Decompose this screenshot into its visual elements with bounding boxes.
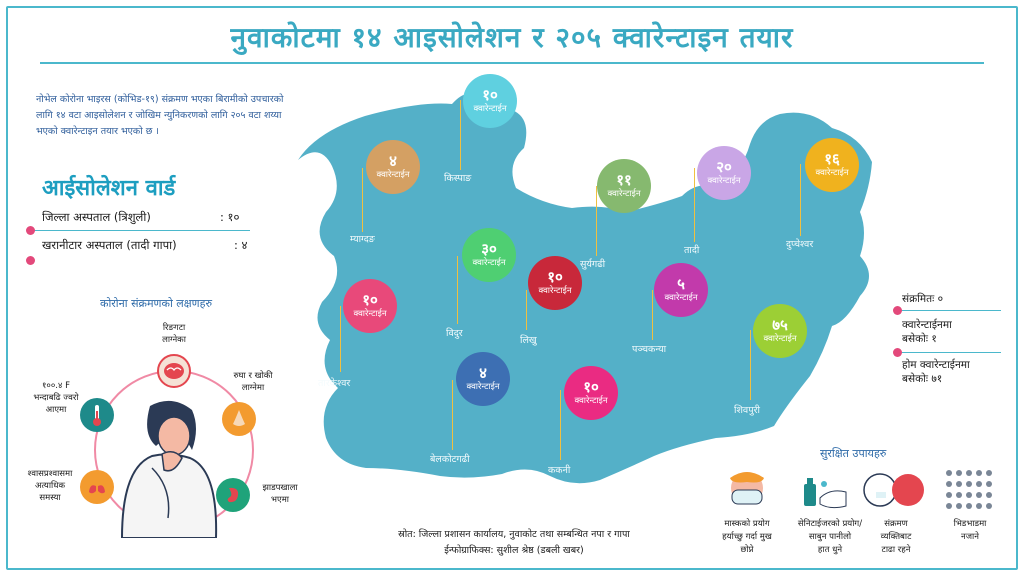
place-name: पञ्चकन्या [632,344,667,355]
place-name: तादी [684,245,700,256]
divider [30,230,250,231]
symptom-label: रुघा र खोकी लाग्नेमा [233,371,273,393]
place-name: बेलकोटगढी [430,454,470,465]
divider [897,352,1001,353]
isolation-heading: आईसोलेशन वार्ड [42,176,176,201]
isolation-hospital-name: खरानीटार अस्पताल (तादी गापा) [42,238,177,252]
place-name: शिवपुरी [734,405,760,416]
safety-label: संक्रमण व्यक्तिबाट टाढा रहने [880,519,912,555]
symptom-label: रिङगटा लाग्नेका [162,323,186,345]
infographic-title: नुवाकोटमा १४ आइसोलेशन र २०५ क्वारेन्टाइन… [230,21,794,54]
place-name: तारकेश्वर [318,378,351,389]
quarantine-badge: ११ क्वारेन्टाईन [597,159,651,213]
quarantine-badge: १० क्वारेन्टाईन [343,279,397,333]
safety-label: भिडभाडमा नजाने [953,519,987,542]
leader-line [526,290,527,330]
safety-label: सेनिटाईजरको प्रयोग/ साबुन पानीलो हात धुन… [797,519,863,555]
quarantine-badge: १० क्वारेन्टाईन [528,256,582,310]
place-name: किस्पाङ [444,173,472,184]
leader-line [750,330,751,400]
mask-icon [722,470,772,516]
distance-icon [862,470,928,516]
infographic-frame [6,6,1018,570]
isolation-row: खरानीटार अस्पताल (तादी गापा) : ४ [42,238,248,253]
quarantine-badge: ४ क्वारेन्टाईन [366,140,420,194]
divider [897,310,1001,311]
isolation-hospital-name: जिल्ला अस्पताल (त्रिशुली) [42,210,151,224]
leader-line [652,290,653,340]
place-name: विदुर [446,328,463,339]
leader-line [694,168,695,242]
quarantine-badge: ३० क्वारेन्टाईन [462,228,516,282]
nose-icon [222,402,256,436]
place-name: सुर्यगढी [580,259,606,270]
bullet-dot [893,348,902,357]
symptom-label: झाडपखाला भएमा [262,483,298,505]
leader-line [800,164,801,236]
place-name: दुप्चेश्वर [786,239,814,250]
handwash-icon [800,474,850,518]
leader-line [340,306,341,372]
quarantine-badge: १६ क्वारेन्टाईन [805,138,859,192]
bullet-dot [26,256,35,265]
stat-quarantined: क्वारेन्टाईनमा बसेकोः १ [902,319,952,345]
bullet-dot [893,306,902,315]
leader-line [460,100,461,170]
sick-person-illustration [112,398,232,542]
stomach-icon [216,478,250,512]
quarantine-badge: १० क्वारेन्टाईन [564,366,618,420]
place-name: लिखु [520,335,537,346]
lungs-icon [80,470,114,504]
source-text: स्रोत: जिल्ला प्रशासन कार्यालय, नुवाकोट … [398,529,630,540]
leader-line [362,168,363,232]
stat-infected: संक्रमितः ० [902,293,944,305]
credit-text: ईन्फोग्राफिक्स: सुशील श्रेष्ठ (डबली खबर) [444,545,584,556]
stat-home-quarantined: होम क्वारेन्टाईनमा बसेकोः ७१ [902,359,970,385]
brain-icon [157,354,191,388]
isolation-bed-count: : १० [220,210,240,224]
symptom-label: १००.४ F भन्दाबढि ज्वरो आएमा [33,381,79,415]
quarantine-badge: ४ क्वारेन्टाईन [456,352,510,406]
safety-heading: सुरक्षित उपायहरु [820,447,887,460]
leader-line [452,380,453,450]
symptoms-heading: कोरोना संक्रमणको लक्षणहरु [100,297,213,310]
source-credits: स्रोत: जिल्ला प्रशासन कार्यालय, नुवाकोट … [364,527,664,559]
intro-paragraph: नोभेल कोरोना भाइरस (कोभिड-१९) संक्रमण भए… [36,94,284,137]
leader-line [596,186,597,256]
thermometer-icon [80,398,114,432]
bullet-dot [26,226,35,235]
symptom-label: श्वासप्रश्वासमा अत्याधिक समस्या [27,469,73,503]
quarantine-badge: ५ क्वारेन्टाईन [654,263,708,317]
place-name: म्याग्दङ [350,234,375,245]
leader-line [560,390,561,460]
safety-label: मास्कको प्रयोग हर्याच्छु गर्दा मुख छोप्न… [722,519,772,555]
quarantine-badge: ७५ क्वारेन्टाईन [753,304,807,358]
quarantine-badge: १० क्वारेन्टाईन [463,74,517,128]
crowd-icon [944,468,994,518]
quarantine-badge: २० क्वारेन्टाईन [697,146,751,200]
isolation-bed-count: : ४ [234,238,248,252]
title-underline [40,62,984,64]
place-name: ककनी [548,465,571,476]
isolation-row: जिल्ला अस्पताल (त्रिशुली) : १० [42,210,240,225]
leader-line [457,256,458,324]
